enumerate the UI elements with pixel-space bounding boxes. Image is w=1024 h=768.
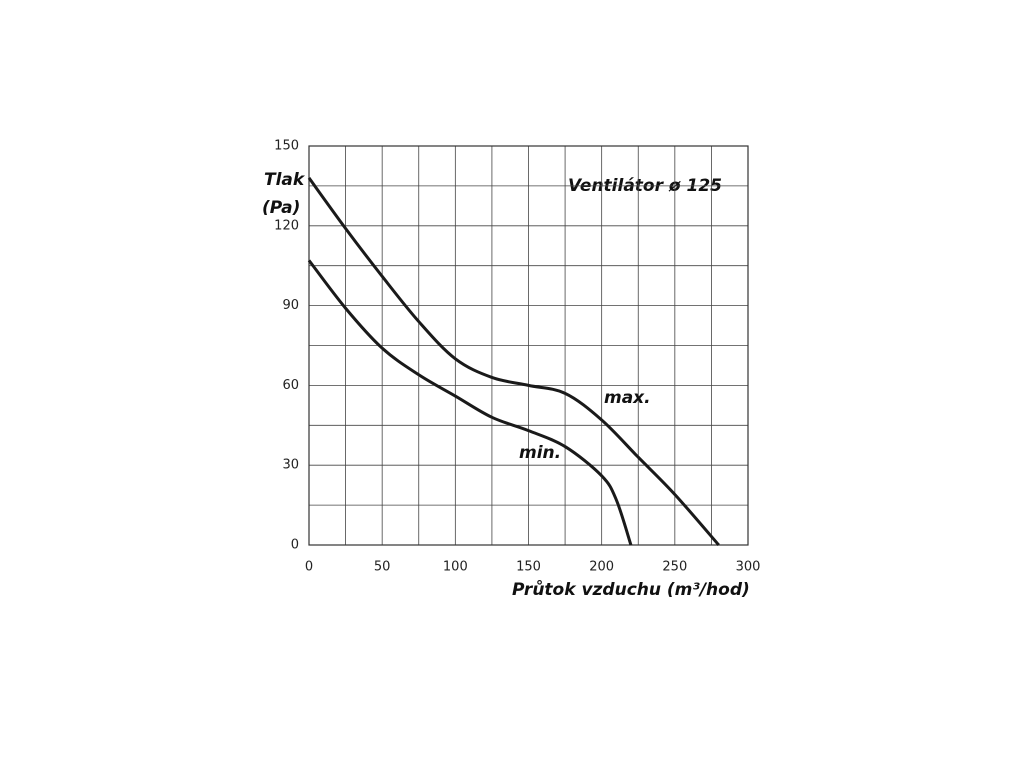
y-axis-label: (Pa): [262, 198, 300, 218]
y-tick-label: 90: [282, 298, 299, 313]
x-tick-label: 100: [443, 560, 468, 575]
y-tick-label: 120: [274, 218, 299, 233]
x-tick-label: 200: [589, 560, 614, 575]
fan-curve: [307, 177, 720, 546]
curve-label: max.: [604, 388, 651, 408]
x-tick-label: 50: [374, 560, 391, 575]
y-tick-label: 0: [291, 538, 299, 553]
y-tick-label: 30: [282, 458, 299, 473]
x-tick-label: 150: [516, 560, 541, 575]
x-axis-label: Průtok vzduchu (m³/hod): [512, 579, 750, 600]
y-axis-label: Tlak: [264, 170, 306, 190]
x-tick-label: 300: [736, 560, 761, 575]
plot-frame: [308, 145, 749, 546]
x-tick-label: 0: [305, 560, 313, 575]
y-tick-label: 150: [274, 139, 299, 154]
x-tick-label: 250: [662, 560, 687, 575]
y-tick-label: 60: [282, 378, 299, 393]
curve-label: min.: [519, 443, 561, 463]
fan-curve: [307, 259, 633, 546]
